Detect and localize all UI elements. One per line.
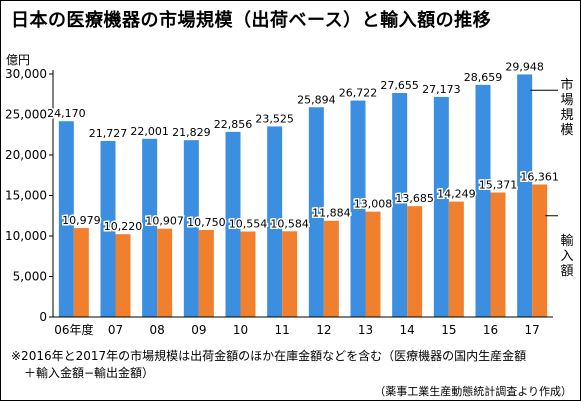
bar-import [157,228,173,317]
tick-labels-layer: 0 5,000 10,000 15,000 20,000 25,000 30,000 06年度… [5,67,540,337]
data-label-market: 22,001 [130,125,169,138]
legend-market: 市 場 規 模 [560,78,574,138]
data-label-import: 15,371 [479,178,518,191]
data-label-import: 14,249 [437,188,476,201]
data-label-import: 16,361 [520,170,559,183]
data-label-market: 26,722 [339,87,378,100]
bar-market [267,126,283,317]
x-tick-label: 07 [108,323,123,337]
x-tick-label: 10 [233,323,248,337]
bar-import [448,201,464,317]
data-label-market: 23,525 [255,112,294,125]
bar-market [225,131,241,317]
data-labels-layer: 24,170 10,979 21,727 10,220 22,001 10,907 21,8… [46,59,561,235]
data-label-market: 21,727 [89,127,128,140]
data-label-market: 21,829 [172,126,211,139]
legend-market-char: 市 [560,78,574,93]
data-label-market: 25,894 [297,93,336,106]
bar-market [183,140,199,317]
x-tick-label: 15 [441,323,456,337]
data-label-import: 10,907 [145,215,184,228]
data-label-import: 13,685 [395,192,434,205]
y-tick-label: 15,000 [5,189,47,203]
x-tick-label: 12 [316,323,331,337]
y-tick-label: 20,000 [5,148,47,162]
bar-import [323,220,339,317]
legend-market-char: 場 [560,93,574,108]
data-label-market: 28,659 [464,71,503,84]
x-tick-label: 13 [358,323,373,337]
data-label-market: 27,655 [380,79,419,92]
y-tick-label: 10,000 [5,229,47,243]
data-label-import: 10,584 [270,217,309,230]
data-label-market: 27,173 [422,83,461,96]
x-tick-label: 17 [525,323,540,337]
bars-layer [58,74,548,318]
bar-import [532,184,548,317]
bar-market [517,74,533,317]
bar-import [240,231,256,317]
chart-title: 日本の医療機器の市場規模（出荷ベース）と輸入額の推移 [11,10,492,31]
x-tick-label: 08 [150,323,165,337]
x-tick-label: 06年度 [54,322,93,337]
bar-import [115,234,131,317]
data-label-market: 22,856 [214,118,253,131]
bar-import [73,228,89,317]
legend-import-char: 入 [560,249,574,264]
bar-import [198,229,214,317]
x-tick-label: 09 [191,323,206,337]
x-tick-label: 14 [400,323,415,337]
bar-import [282,231,298,317]
bar-market [58,121,74,318]
bar-market [433,96,449,317]
bar-market [142,138,158,317]
bar-market [392,92,408,317]
data-label-import: 10,979 [62,214,101,227]
bar-market [308,107,324,317]
data-label-market: 24,170 [47,107,86,120]
bar-market [350,100,366,317]
y-tick-label: 30,000 [5,67,47,81]
data-label-market: 29,948 [505,60,544,73]
chart-svg: 0 5,000 10,000 15,000 20,000 25,000 30,000 06年度… [5,59,561,337]
bar-import [365,211,381,317]
data-label-import: 10,750 [187,216,226,229]
data-label-import: 11,884 [312,207,351,220]
bar-market [100,141,116,317]
y-tick-label: 25,000 [5,108,47,122]
x-tick-label: 16 [483,323,498,337]
legend-import-char: 額 [560,264,574,279]
y-tick-label: 0 [39,310,47,324]
y-axis-unit-label: 億円 [6,53,31,67]
legend-market-char: 規 [560,108,574,123]
bar-market [475,84,491,318]
data-label-import: 13,008 [354,198,393,211]
footnote: ※2016年と2017年の市場規模は出荷金額のほか在庫金額などを含む（医療機器の… [11,348,526,382]
y-tick-label: 5,000 [13,270,47,284]
bar-import [490,192,506,317]
x-tick-label: 11 [275,323,290,337]
data-label-import: 10,220 [104,220,143,233]
legend-market-char: 模 [560,123,574,138]
legend-import-char: 輸 [560,234,574,249]
footnote-line-1: ※2016年と2017年の市場規模は出荷金額のほか在庫金額などを含む（医療機器の… [11,349,527,363]
legend-import: 輸 入 額 [560,234,574,279]
footnote-line-2: ＋輸入金額−輸出金額） [24,366,155,380]
bar-import [407,206,423,317]
source-note: （薬事工業生産動態統計調査より作成） [374,385,572,398]
axes-layer [49,70,553,318]
data-label-import: 10,554 [229,218,268,231]
legend-leaders-layer [530,89,558,217]
